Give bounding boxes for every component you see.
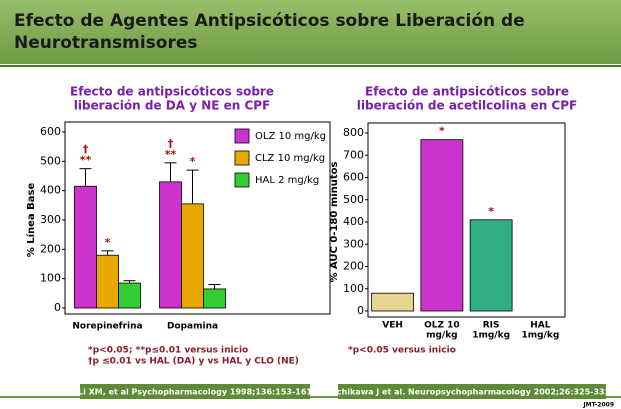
chart-subtitle: Efecto de antipsicóticos sobre bbox=[70, 85, 274, 99]
footnote: †p ≤0.01 vs HAL (DA) y vs HAL y CLO (NE) bbox=[88, 357, 299, 367]
significance: † bbox=[168, 137, 174, 150]
plot-frame bbox=[367, 122, 566, 318]
plot-frame bbox=[64, 121, 331, 315]
x-tick-label: 1mg/kg bbox=[472, 331, 510, 341]
bar bbox=[469, 219, 513, 312]
significance: † bbox=[83, 143, 89, 156]
title: Efecto de Agentes Antipsicóticos sobre L… bbox=[14, 11, 525, 31]
significance: ** bbox=[80, 154, 92, 167]
x-tick-label: HAL bbox=[530, 321, 550, 331]
legend-swatch bbox=[234, 172, 250, 188]
x-tick-label: VEH bbox=[382, 321, 403, 331]
y-tick-label: 600 bbox=[343, 171, 364, 184]
chart-subtitle: Efecto de antipsicóticos sobre bbox=[365, 85, 569, 99]
bar bbox=[420, 139, 464, 312]
y-tick-label: 800 bbox=[343, 126, 364, 139]
footnote: *p<0.05 versus inicio bbox=[348, 346, 456, 356]
y-tick-label: 200 bbox=[343, 260, 364, 273]
slide-code: JMT-2009 bbox=[582, 402, 614, 409]
reference: Ichikawa J et al. Neuropsychopharmacolog… bbox=[334, 388, 610, 397]
legend-swatch bbox=[234, 150, 250, 166]
bar bbox=[118, 282, 141, 309]
title: Neurotransmisores bbox=[14, 33, 198, 53]
significance: * bbox=[190, 155, 196, 168]
x-tick-label: mg/kg bbox=[426, 331, 458, 341]
y-tick-label: 300 bbox=[343, 237, 364, 250]
significance: ** bbox=[165, 148, 177, 161]
chart-subtitle: liberación de DA y NE en CPF bbox=[74, 99, 271, 113]
x-tick-label: RIS bbox=[483, 321, 500, 331]
legend-swatch bbox=[234, 128, 250, 144]
legend-label: HAL 2 mg/kg bbox=[255, 175, 319, 186]
y-tick-label: 100 bbox=[40, 272, 61, 285]
bar bbox=[203, 288, 226, 309]
x-tick-label: 1mg/kg bbox=[521, 331, 559, 341]
y-tick-label: 600 bbox=[40, 125, 61, 138]
y-tick-label: 300 bbox=[40, 213, 61, 226]
y-tick-label: 100 bbox=[343, 282, 364, 295]
legend-label: OLZ 10 mg/kg bbox=[255, 131, 326, 142]
y-tick-label: 500 bbox=[40, 154, 61, 167]
y-axis-label: % AUC 0-180 minutos bbox=[329, 161, 340, 282]
y-tick-label: 200 bbox=[40, 242, 61, 255]
bar bbox=[159, 181, 182, 309]
reference-band bbox=[338, 384, 606, 399]
y-axis-label: % Línea Base bbox=[25, 183, 37, 258]
reference: Li XM, et al Psychopharmacology 1998;136… bbox=[78, 388, 312, 397]
chart-subtitle: liberación de acetilcolina en CPF bbox=[357, 99, 577, 113]
y-tick-label: 400 bbox=[343, 215, 364, 228]
y-tick-label: 0 bbox=[357, 304, 364, 317]
y-tick-label: 700 bbox=[343, 148, 364, 161]
reference-band bbox=[80, 384, 310, 399]
bar bbox=[74, 185, 97, 309]
significance: * bbox=[439, 125, 445, 138]
bar bbox=[371, 292, 415, 312]
bar bbox=[96, 254, 119, 309]
y-tick-label: 0 bbox=[54, 301, 61, 314]
x-tick-label: Dopamina bbox=[167, 322, 218, 332]
footnote: *p<0.05; **p≤0.01 versus inicio bbox=[88, 346, 248, 356]
significance: * bbox=[488, 205, 494, 218]
x-tick-label: Norepinefrina bbox=[72, 322, 142, 332]
legend-label: CLZ 10 mg/kg bbox=[255, 153, 325, 164]
bar bbox=[181, 203, 204, 309]
header-band bbox=[0, 0, 621, 64]
y-tick-label: 500 bbox=[343, 193, 364, 206]
significance: * bbox=[105, 236, 111, 249]
x-tick-label: OLZ 10 bbox=[424, 321, 460, 331]
y-tick-label: 400 bbox=[40, 184, 61, 197]
